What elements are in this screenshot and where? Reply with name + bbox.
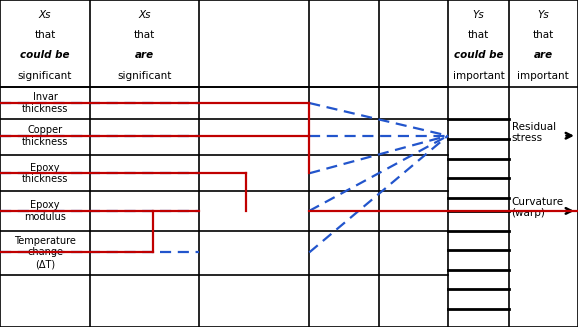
Text: Xs: Xs: [138, 10, 151, 20]
Text: Curvature
(warp): Curvature (warp): [512, 197, 564, 218]
Text: Ys: Ys: [473, 10, 484, 20]
Text: significant: significant: [117, 71, 172, 80]
Text: are: are: [135, 50, 154, 60]
Text: important: important: [517, 71, 569, 80]
Text: Epoxy
modulus: Epoxy modulus: [24, 200, 66, 222]
Text: Ys: Ys: [538, 10, 549, 20]
Text: that: that: [134, 30, 155, 40]
Text: Epoxy
thickness: Epoxy thickness: [22, 163, 68, 184]
Text: Xs: Xs: [39, 10, 51, 20]
Text: significant: significant: [18, 71, 72, 80]
Text: could be: could be: [20, 50, 70, 60]
Text: are: are: [533, 50, 553, 60]
Text: Residual
stress: Residual stress: [512, 122, 555, 143]
Text: Temperature
change
(ΔT): Temperature change (ΔT): [14, 236, 76, 269]
Text: Copper
thickness: Copper thickness: [22, 125, 68, 146]
Text: that: that: [533, 30, 554, 40]
Text: that: that: [35, 30, 55, 40]
Text: important: important: [453, 71, 505, 80]
Text: Invar
thickness: Invar thickness: [22, 92, 68, 114]
Text: that: that: [468, 30, 489, 40]
Text: could be: could be: [454, 50, 503, 60]
